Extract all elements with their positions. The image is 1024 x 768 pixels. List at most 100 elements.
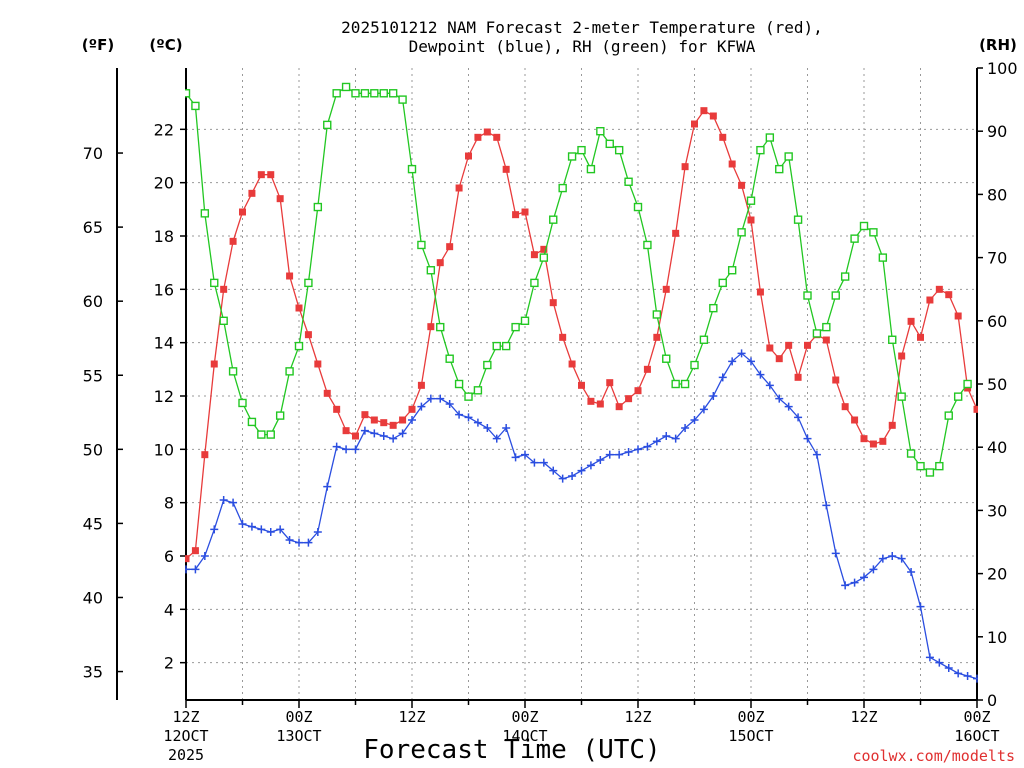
dewpoint-point <box>897 554 906 563</box>
2-meter-temperature-point <box>295 304 303 312</box>
rh-point <box>888 335 897 344</box>
dewpoint-point <box>907 568 916 576</box>
rh-point <box>454 379 464 389</box>
rh-tick-label: 30 <box>987 501 1007 520</box>
2-meter-temperature-point <box>587 397 595 405</box>
2-meter-temperature-point <box>785 341 793 349</box>
celsius-tick-label: 16 <box>154 280 174 299</box>
dewpoint-point <box>878 554 887 563</box>
dewpoint-point <box>455 410 464 419</box>
rh-point <box>596 126 605 136</box>
2-meter-temperature-point <box>578 381 585 389</box>
rh-point <box>313 202 323 212</box>
2-meter-temperature-point <box>634 387 642 395</box>
rh-point <box>492 341 501 351</box>
fahrenheit-tick-label: 70 <box>83 144 103 163</box>
rh-point <box>360 89 370 98</box>
dewpoint-point <box>436 394 445 403</box>
dewpoint-point <box>756 370 765 379</box>
dewpoint-point <box>577 466 586 475</box>
rh-point <box>200 209 210 218</box>
rh-point <box>247 417 257 427</box>
2-meter-temperature-point <box>756 288 764 296</box>
2-meter-temperature-point <box>643 365 651 373</box>
rh-point <box>897 392 906 401</box>
2-meter-temperature-point <box>248 189 256 197</box>
2-meter-temperature-point <box>370 416 378 424</box>
dewpoint-point <box>530 458 539 467</box>
2-meter-temperature-point <box>521 208 529 216</box>
dewpoint-point <box>963 672 972 680</box>
2-meter-temperature-point <box>851 416 859 424</box>
dewpoint-point <box>332 442 341 451</box>
rh-point <box>185 89 191 98</box>
dewpoint-point <box>539 458 548 467</box>
2-meter-temperature-point <box>860 435 868 443</box>
dewpoint-point <box>276 525 285 534</box>
dewpoint-point <box>944 664 953 672</box>
rh-point <box>775 164 784 174</box>
rh-point <box>388 89 398 98</box>
dewpoint-point <box>568 472 577 480</box>
rh-tick-label: 10 <box>987 628 1007 647</box>
2-meter-temperature-point <box>907 317 915 325</box>
fahrenheit-tick-label: 65 <box>83 218 103 237</box>
dewpoint-point <box>841 581 850 590</box>
2-meter-temperature-point <box>342 427 350 435</box>
2-meter-temperature-point <box>304 331 312 339</box>
fahrenheit-tick-label: 35 <box>83 663 103 682</box>
rh-point <box>605 139 614 149</box>
x-tick-label-time: 12Z <box>172 708 199 726</box>
2-meter-temperature-point <box>945 291 953 299</box>
rh-point <box>709 303 718 313</box>
dewpoint-point <box>191 565 200 574</box>
x-tick-label-time: 12Z <box>624 708 651 726</box>
rh-tick-label: 80 <box>987 185 1007 204</box>
2-meter-temperature-point <box>399 416 407 424</box>
2-meter-temperature-point <box>691 120 698 128</box>
2-meter-temperature-point <box>239 208 246 216</box>
2-meter-temperature-point <box>417 381 425 389</box>
2-meter-temperature-point <box>352 432 359 440</box>
2-meter-temperature-point <box>380 419 388 427</box>
dewpoint-point <box>860 573 868 582</box>
rh-point <box>210 278 219 288</box>
dewpoint-point <box>549 466 558 475</box>
dewpoint-point <box>681 424 690 432</box>
dewpoint-point <box>266 528 275 536</box>
rh-point <box>831 291 840 300</box>
rh-point <box>963 379 972 389</box>
2-meter-temperature-series <box>185 107 978 563</box>
2-meter-temperature-point <box>267 171 275 179</box>
rh-series <box>185 82 972 477</box>
dewpoint-point <box>257 525 266 534</box>
dewpoint-point <box>398 429 407 438</box>
2-meter-temperature-point <box>427 323 435 331</box>
rh-point <box>935 461 944 471</box>
2-meter-temperature-point <box>615 403 623 411</box>
dewpoint-point <box>662 432 671 440</box>
x-tick-label-time: 00Z <box>737 708 764 726</box>
rh-point <box>228 367 238 376</box>
rh-point <box>699 335 709 344</box>
dewpoint-point <box>295 538 303 547</box>
rh-unit-label: (RH) <box>979 36 1017 54</box>
rh-point <box>850 234 859 243</box>
2-meter-temperature-point <box>822 336 830 344</box>
rh-tick-label: 40 <box>987 438 1007 457</box>
celsius-tick-label: 2 <box>164 654 174 673</box>
rh-point <box>257 430 266 439</box>
rh-point <box>407 164 417 174</box>
celsius-tick-label: 8 <box>164 494 174 513</box>
2-meter-temperature-point <box>653 333 661 341</box>
2-meter-temperature-point <box>935 285 943 293</box>
dewpoint-series <box>185 349 978 683</box>
rh-point <box>906 449 916 458</box>
dewpoint-point <box>794 413 803 422</box>
2-meter-temperature-point <box>493 133 501 141</box>
2-meter-temperature-point <box>185 555 190 563</box>
dewpoint-point <box>699 405 708 414</box>
x-tick-label-date: 15OCT <box>728 727 773 745</box>
rh-point <box>426 266 436 275</box>
x-tick-label-time: 00Z <box>963 708 990 726</box>
